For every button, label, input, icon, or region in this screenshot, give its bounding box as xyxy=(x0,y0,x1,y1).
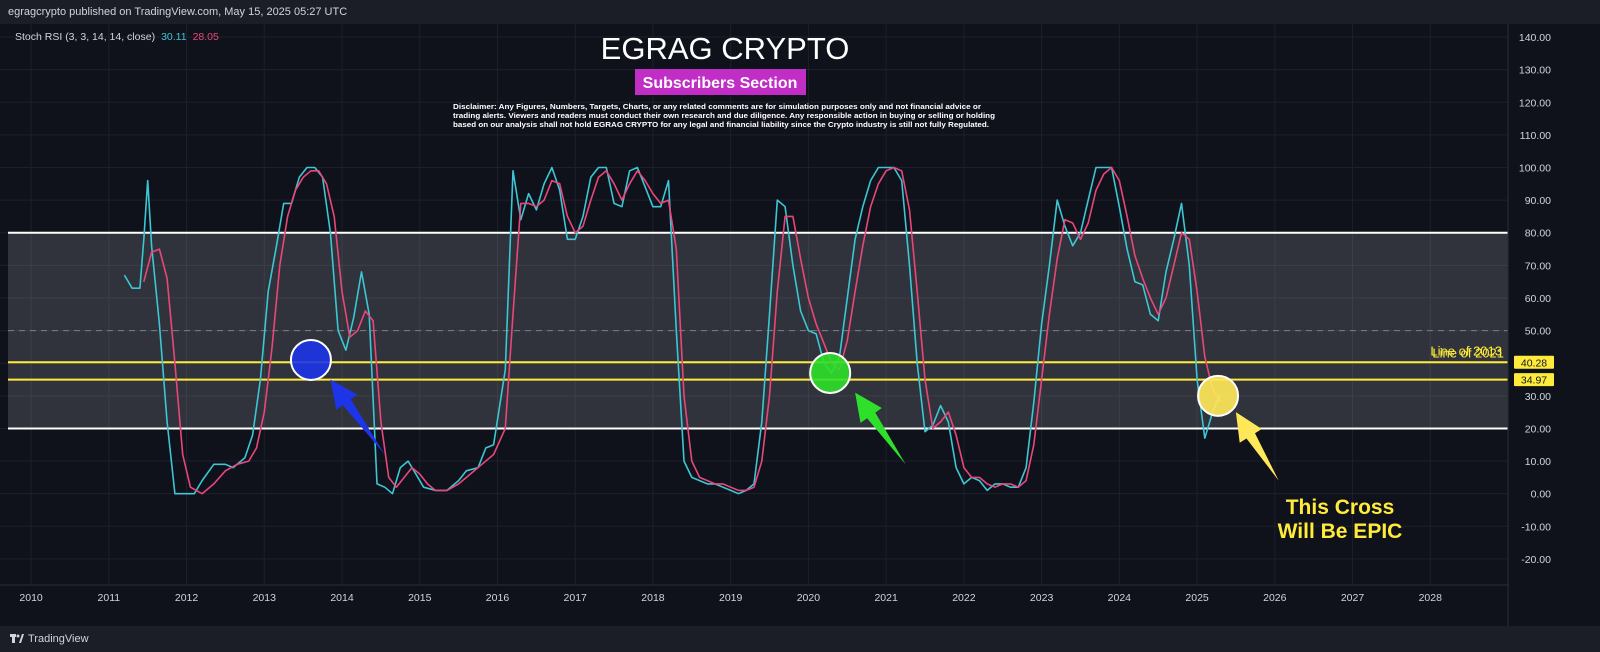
x-tick-label: 2018 xyxy=(641,592,665,604)
time-axis: 2010 2011 2012 2013 2014 2015 2016 2017 2018 2019… xyxy=(19,592,1442,604)
series-line-d xyxy=(143,166,1222,495)
level-label-2021: Line of 2021 xyxy=(1432,346,1504,361)
series-group xyxy=(123,166,1222,495)
level-tag-35: 34.97 xyxy=(1514,373,1554,387)
disclaimer-line-3: based on our analysis shall not hold EGR… xyxy=(453,120,989,129)
x-tick-label: 2022 xyxy=(952,592,976,604)
x-tick-label: 2024 xyxy=(1108,592,1132,604)
y-tick-label: 100.00 xyxy=(1519,163,1551,175)
marker-circle-green xyxy=(809,351,852,394)
x-tick-label: 2019 xyxy=(719,592,743,604)
tradingview-logo-icon xyxy=(10,634,24,643)
x-tick-label: 2014 xyxy=(330,592,354,604)
x-tick-label: 2017 xyxy=(564,592,588,604)
marker-circle-blue xyxy=(289,338,332,381)
x-tick-label: 2015 xyxy=(408,592,432,604)
y-tick-label: 20.00 xyxy=(1525,423,1551,435)
y-tick-label: -20.00 xyxy=(1521,554,1551,566)
disclaimer-line-2: trading alerts. Viewers and readers must… xyxy=(453,111,995,120)
subscribers-badge xyxy=(635,69,806,95)
y-tick-label: 130.00 xyxy=(1519,65,1551,77)
tradingview-footer: TradingView xyxy=(0,626,1600,652)
x-tick-label: 2026 xyxy=(1263,592,1287,604)
marker-circle-yellow xyxy=(1197,374,1240,417)
arrow-green xyxy=(855,392,906,465)
y-tick-label: 50.00 xyxy=(1525,326,1551,338)
x-tick-label: 2011 xyxy=(98,592,121,604)
chart-title: EGRAG CRYPTO xyxy=(601,31,850,66)
y-tick-label: 0.00 xyxy=(1531,489,1552,501)
indicator-legend: Stoch RSI (3, 3, 14, 14, close) 30.11 28.0… xyxy=(15,31,219,43)
x-tick-label: 2012 xyxy=(175,592,199,604)
disclaimer-line-1: Disclaimer: Any Figures, Numbers, Target… xyxy=(453,102,981,111)
x-tick-label: 2013 xyxy=(253,592,277,604)
x-tick-label: 2025 xyxy=(1185,592,1209,604)
level-tag-value: 40.28 xyxy=(1521,357,1547,369)
stoch-rsi-chart: 140.00 130.00 120.00 110.00 100.00 90.00 80.00… xyxy=(0,24,1600,626)
annotation-line-2: Will Be EPIC xyxy=(1278,520,1403,543)
x-tick-label: 2020 xyxy=(797,592,821,604)
markers-group xyxy=(289,338,1240,417)
level-tag-40: 40.28 xyxy=(1514,355,1554,369)
annotation-line-1: This Cross xyxy=(1286,496,1395,519)
y-tick-label: 30.00 xyxy=(1525,391,1551,403)
arrows-group xyxy=(330,379,1279,481)
level-tag-value: 34.97 xyxy=(1521,375,1547,387)
publish-header: egragcrypto published on TradingView.com… xyxy=(0,0,1600,24)
k-value: 30.11 xyxy=(161,31,187,43)
y-tick-label: 120.00 xyxy=(1519,97,1551,109)
arrow-blue xyxy=(330,379,385,455)
chart-background xyxy=(0,24,1600,626)
publish-info-text: egragcrypto published on TradingView.com… xyxy=(8,6,348,18)
series-line-k xyxy=(123,166,1222,495)
x-tick-label: 2021 xyxy=(874,592,898,604)
y-tick-label: 110.00 xyxy=(1520,130,1551,142)
chart-subtitle: Subscribers Section xyxy=(643,75,798,92)
y-tick-label: 60.00 xyxy=(1525,293,1551,305)
y-tick-label: 140.00 xyxy=(1519,32,1551,44)
y-tick-label: 90.00 xyxy=(1525,195,1551,207)
arrow-yellow xyxy=(1235,412,1279,481)
d-value: 28.05 xyxy=(193,31,219,43)
y-tick-label: -10.00 xyxy=(1521,521,1551,533)
tradingview-brand: TradingView xyxy=(28,633,89,645)
y-tick-label: 70.00 xyxy=(1525,260,1551,272)
indicator-name: Stoch RSI (3, 3, 14, 14, close) xyxy=(15,31,155,43)
x-tick-label: 2028 xyxy=(1419,592,1443,604)
x-tick-label: 2016 xyxy=(486,592,510,604)
x-tick-label: 2010 xyxy=(19,592,43,604)
level-label-2013: Line of 2013 xyxy=(1430,343,1502,358)
x-tick-label: 2023 xyxy=(1030,592,1054,604)
level-tag-bg xyxy=(1514,355,1554,369)
x-tick-label: 2027 xyxy=(1341,592,1365,604)
y-tick-label: 10.00 xyxy=(1525,456,1551,468)
level-tag-bg xyxy=(1514,373,1554,387)
y-tick-label: 80.00 xyxy=(1525,228,1551,240)
